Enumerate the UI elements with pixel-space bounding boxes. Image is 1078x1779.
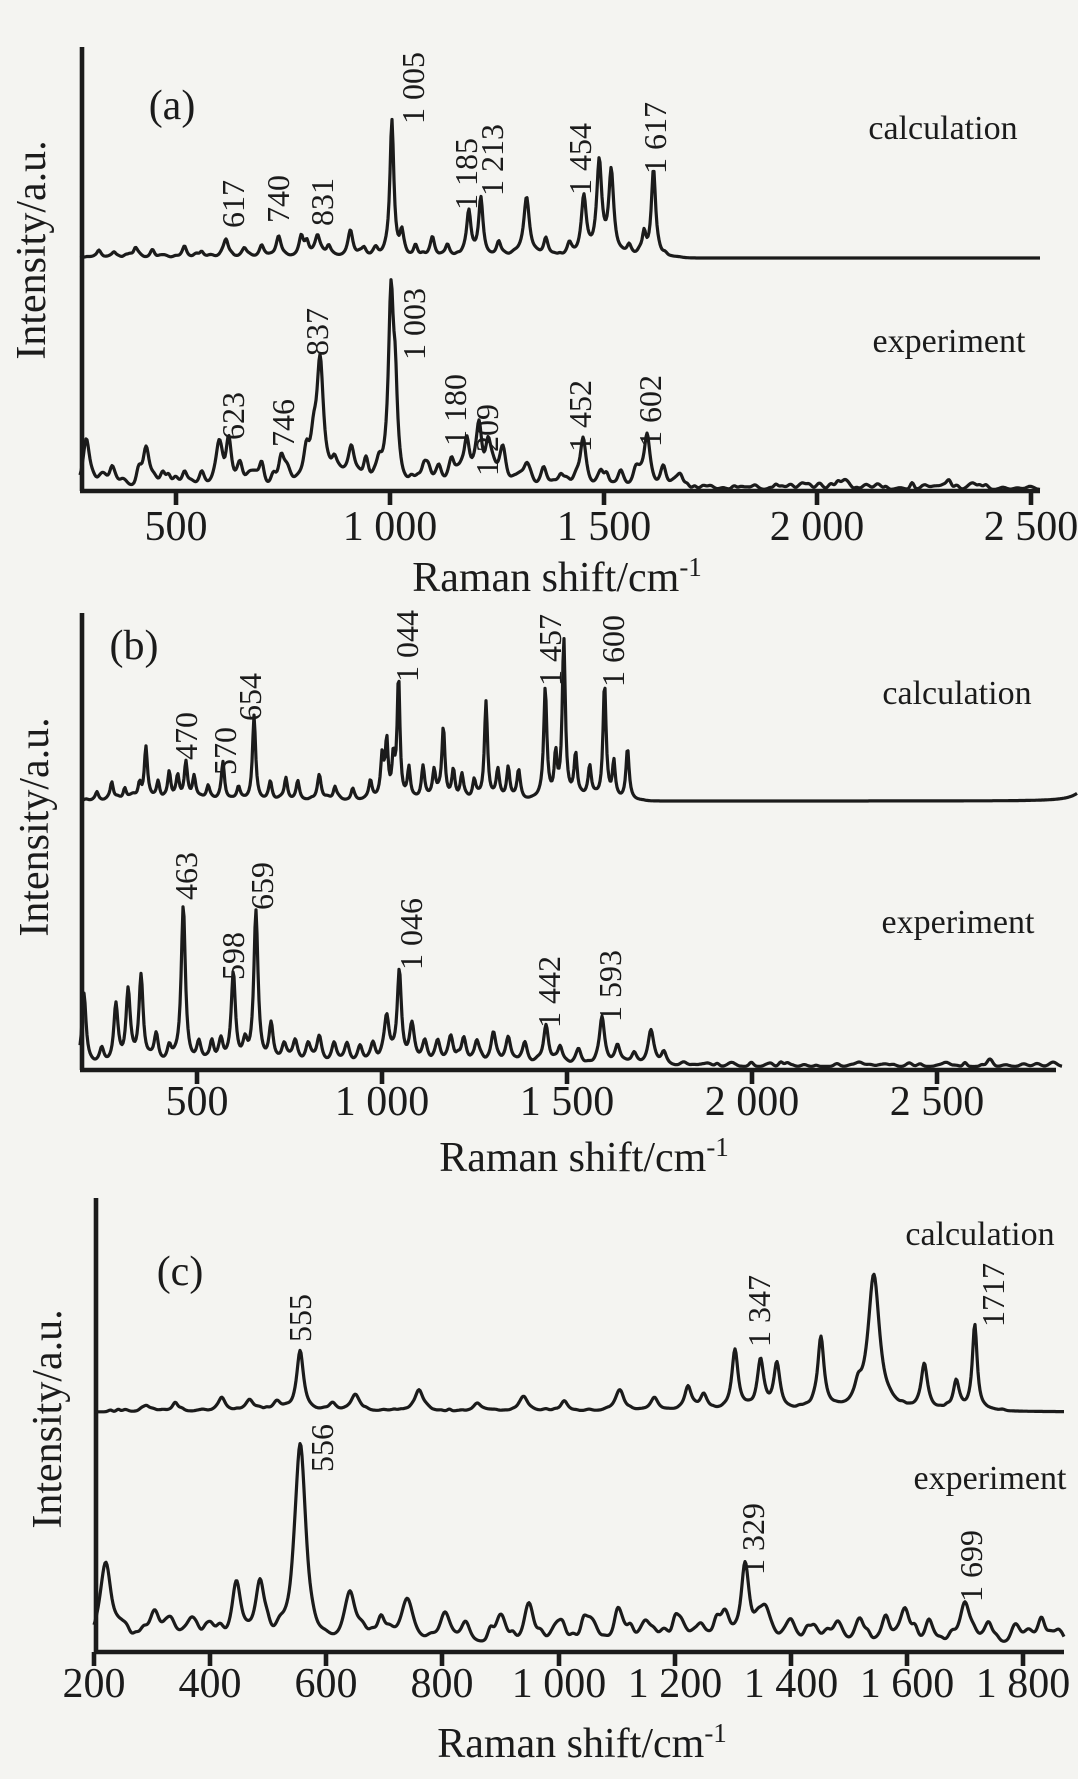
svg-text:calculation: calculation bbox=[882, 675, 1031, 712]
svg-text:1717: 1717 bbox=[975, 1263, 1011, 1327]
svg-text:555: 555 bbox=[282, 1294, 318, 1342]
svg-text:1 457: 1 457 bbox=[532, 614, 568, 686]
svg-text:1 200: 1 200 bbox=[628, 1661, 723, 1707]
svg-text:(c): (c) bbox=[157, 1249, 204, 1295]
svg-text:556: 556 bbox=[304, 1424, 340, 1472]
svg-text:1 602: 1 602 bbox=[632, 375, 668, 447]
svg-text:1 400: 1 400 bbox=[744, 1661, 839, 1707]
svg-text:1 617: 1 617 bbox=[637, 102, 673, 174]
svg-text:Raman shift/cm-1: Raman shift/cm-1 bbox=[439, 1132, 729, 1181]
svg-text:1 452: 1 452 bbox=[562, 380, 598, 452]
svg-text:(a): (a) bbox=[149, 83, 196, 129]
svg-text:1 593: 1 593 bbox=[592, 950, 628, 1022]
svg-text:1 500: 1 500 bbox=[520, 1079, 615, 1125]
svg-text:1 600: 1 600 bbox=[860, 1661, 955, 1707]
svg-text:2 500: 2 500 bbox=[984, 504, 1078, 550]
svg-text:200: 200 bbox=[63, 1661, 126, 1707]
svg-text:2 500: 2 500 bbox=[890, 1079, 985, 1125]
svg-text:1 185: 1 185 bbox=[448, 138, 484, 210]
svg-text:623: 623 bbox=[215, 392, 251, 440]
svg-text:1 044: 1 044 bbox=[389, 610, 425, 682]
svg-text:Raman shift/cm-1: Raman shift/cm-1 bbox=[412, 552, 702, 601]
svg-text:calculation: calculation bbox=[905, 1216, 1054, 1253]
svg-text:470: 470 bbox=[168, 712, 204, 760]
svg-text:800: 800 bbox=[411, 1661, 474, 1707]
svg-text:1 003: 1 003 bbox=[396, 288, 432, 360]
svg-text:831: 831 bbox=[304, 178, 340, 226]
svg-text:experiment: experiment bbox=[873, 323, 1026, 360]
svg-text:experiment: experiment bbox=[914, 1460, 1067, 1497]
svg-text:1 347: 1 347 bbox=[741, 1275, 777, 1347]
svg-text:1 209: 1 209 bbox=[469, 404, 505, 476]
svg-text:calculation: calculation bbox=[868, 110, 1017, 147]
svg-text:740: 740 bbox=[260, 175, 296, 223]
svg-text:1 442: 1 442 bbox=[531, 956, 567, 1028]
svg-text:2 000: 2 000 bbox=[770, 504, 865, 550]
svg-text:463: 463 bbox=[168, 852, 204, 900]
svg-text:1 000: 1 000 bbox=[343, 504, 438, 550]
svg-text:746: 746 bbox=[265, 399, 301, 447]
svg-text:1 046: 1 046 bbox=[393, 898, 429, 970]
svg-text:598: 598 bbox=[215, 932, 251, 980]
svg-text:1 000: 1 000 bbox=[335, 1079, 430, 1125]
svg-text:1 213: 1 213 bbox=[474, 124, 510, 196]
svg-text:654: 654 bbox=[232, 673, 268, 721]
svg-text:1 600: 1 600 bbox=[595, 615, 631, 687]
svg-text:Intensity/a.u.: Intensity/a.u. bbox=[9, 140, 55, 359]
svg-text:2 000: 2 000 bbox=[705, 1079, 800, 1125]
svg-text:1 699: 1 699 bbox=[953, 1530, 989, 1602]
svg-text:1 500: 1 500 bbox=[557, 504, 652, 550]
svg-text:500: 500 bbox=[166, 1079, 229, 1125]
svg-text:Raman shift/cm-1: Raman shift/cm-1 bbox=[437, 1718, 727, 1767]
svg-text:617: 617 bbox=[215, 180, 251, 228]
svg-text:1 180: 1 180 bbox=[437, 374, 473, 446]
svg-text:1 000: 1 000 bbox=[512, 1661, 607, 1707]
svg-text:(b): (b) bbox=[110, 623, 159, 669]
svg-text:600: 600 bbox=[295, 1661, 358, 1707]
svg-text:1 005: 1 005 bbox=[395, 52, 431, 124]
svg-text:837: 837 bbox=[299, 308, 335, 356]
svg-text:1 454: 1 454 bbox=[562, 123, 598, 195]
svg-text:500: 500 bbox=[145, 504, 208, 550]
svg-text:experiment: experiment bbox=[882, 904, 1035, 941]
svg-text:1 800: 1 800 bbox=[976, 1661, 1071, 1707]
svg-text:570: 570 bbox=[207, 727, 243, 775]
svg-text:Intensity/a.u.: Intensity/a.u. bbox=[25, 1309, 71, 1528]
svg-text:400: 400 bbox=[179, 1661, 242, 1707]
svg-text:Intensity/a.u.: Intensity/a.u. bbox=[12, 717, 58, 936]
svg-text:1 329: 1 329 bbox=[735, 1503, 771, 1575]
svg-text:659: 659 bbox=[244, 862, 280, 910]
